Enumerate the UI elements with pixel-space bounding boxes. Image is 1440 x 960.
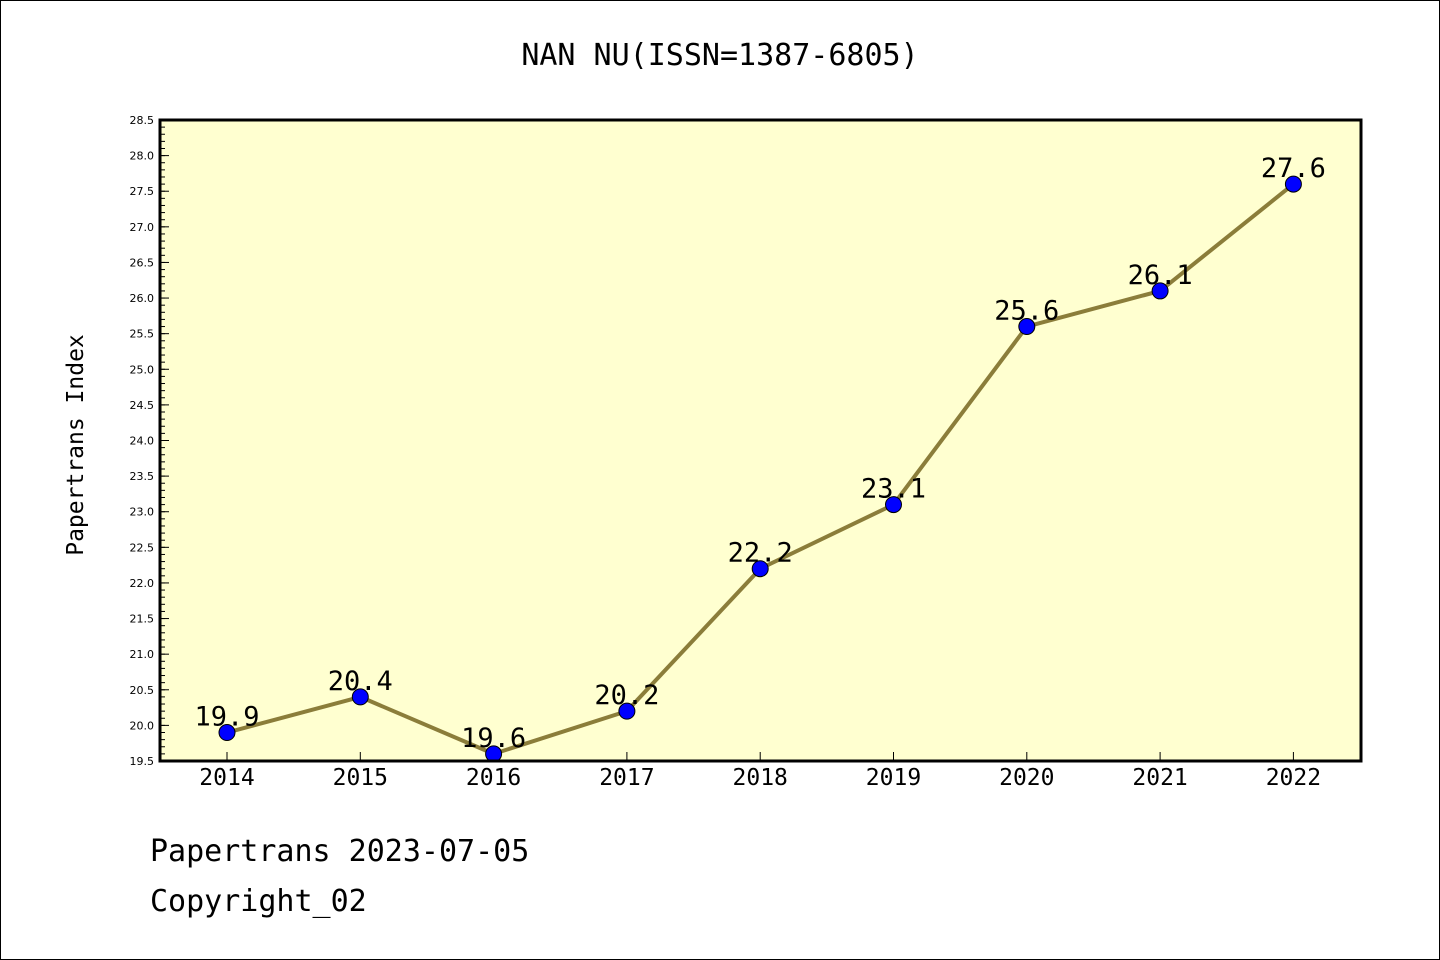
x-tick-label: 2022 bbox=[1266, 765, 1321, 791]
footer-date: Papertrans 2023-07-05 bbox=[150, 834, 530, 869]
x-tick-label: 2020 bbox=[999, 765, 1054, 791]
y-tick-label: 21.0 bbox=[130, 648, 155, 661]
data-point bbox=[218, 724, 236, 742]
y-tick-label: 26.0 bbox=[130, 292, 155, 305]
y-tick-label: 19.5 bbox=[130, 755, 155, 768]
data-point bbox=[1018, 318, 1036, 336]
data-point bbox=[1151, 282, 1169, 300]
footer-copyright: Copyright_02 bbox=[150, 884, 367, 919]
data-point bbox=[618, 702, 636, 720]
y-tick-label: 21.5 bbox=[130, 613, 155, 626]
y-tick-label: 24.5 bbox=[130, 399, 155, 412]
plot-area bbox=[160, 120, 1361, 761]
data-point bbox=[351, 688, 369, 706]
y-tick-label: 27.0 bbox=[130, 221, 155, 234]
y-tick-label: 23.0 bbox=[130, 506, 155, 519]
data-point bbox=[485, 745, 503, 763]
y-tick-label: 24.0 bbox=[130, 435, 155, 448]
y-tick-label: 22.5 bbox=[130, 541, 155, 554]
x-axis-ticks: 2014 2015 2016 2017 2018 2019 2020 2021 2022 bbox=[199, 752, 1321, 791]
x-tick-label: 2018 bbox=[733, 765, 788, 791]
y-axis-ticks: 19.5 20.0 20.5 21.0 21.5 22.0 22.5 23.0 23.5 24.0… bbox=[130, 114, 169, 768]
y-tick-label: 22.0 bbox=[130, 577, 155, 590]
y-tick-label: 23.5 bbox=[130, 470, 155, 483]
y-tick-label: 28.0 bbox=[130, 150, 155, 163]
data-point bbox=[885, 496, 902, 514]
y-tick-label: 25.0 bbox=[130, 363, 155, 376]
y-tick-label: 20.0 bbox=[130, 719, 155, 732]
x-tick-label: 2014 bbox=[199, 765, 254, 791]
series-layer: 19.920.419.620.222.223.125.626.127.6 bbox=[194, 153, 1326, 763]
x-tick-label: 2017 bbox=[599, 765, 654, 791]
x-tick-label: 2015 bbox=[333, 765, 388, 791]
y-tick-label: 26.5 bbox=[130, 256, 155, 269]
x-tick-label: 2016 bbox=[466, 765, 521, 791]
y-tick-label: 20.5 bbox=[130, 684, 155, 697]
x-tick-label: 2019 bbox=[866, 765, 921, 791]
y-tick-label: 28.5 bbox=[130, 114, 155, 127]
data-point bbox=[1284, 175, 1302, 193]
y-tick-label: 27.5 bbox=[130, 185, 155, 198]
y-tick-label: 25.5 bbox=[130, 328, 155, 341]
x-tick-label: 2021 bbox=[1132, 765, 1187, 791]
plot-border bbox=[158, 118, 1363, 763]
data-point bbox=[751, 560, 769, 578]
chart-title: NAN NU(ISSN=1387-6805) bbox=[521, 38, 919, 73]
